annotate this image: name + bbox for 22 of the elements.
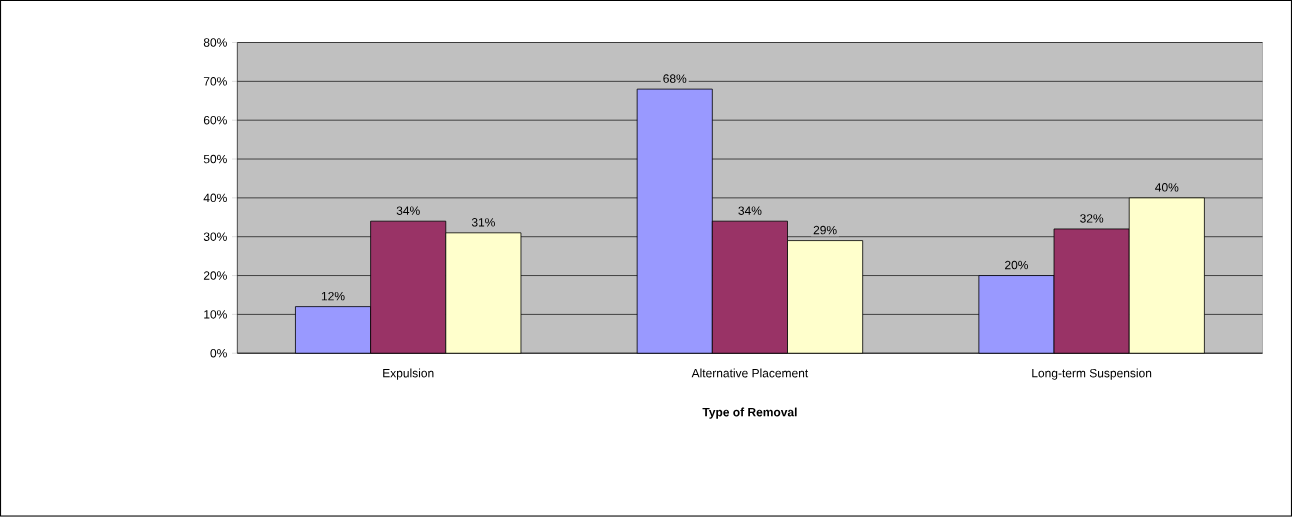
y-tick-label: 70% xyxy=(203,77,227,86)
data-label: 34% xyxy=(738,206,762,216)
data-label: 29% xyxy=(813,226,837,235)
x-axis-title: Type of Removal xyxy=(702,407,797,419)
x-tick-label: Long-term Suspension xyxy=(1032,368,1152,380)
data-label: 40% xyxy=(1155,183,1179,192)
data-label: 32% xyxy=(1080,214,1104,223)
y-tick-label: 10% xyxy=(204,310,227,319)
y-tick-label: 0% xyxy=(210,349,227,358)
data-label: 31% xyxy=(471,218,495,227)
data-label: 12% xyxy=(321,292,345,301)
y-tick-label: 30% xyxy=(203,232,227,242)
y-tick-label: 50% xyxy=(203,154,227,164)
y-tick-label: 40% xyxy=(203,193,227,203)
x-tick-label: Alternative Placement xyxy=(691,368,809,378)
y-tick-label: 60% xyxy=(203,116,227,125)
data-label: 20% xyxy=(1005,260,1029,270)
y-tick-label: 20% xyxy=(203,271,227,280)
x-tick-label: Expulsion xyxy=(383,368,434,380)
data-label: 68% xyxy=(663,74,687,84)
y-tick-label: 80% xyxy=(203,38,227,47)
data-label: 34% xyxy=(396,206,420,216)
